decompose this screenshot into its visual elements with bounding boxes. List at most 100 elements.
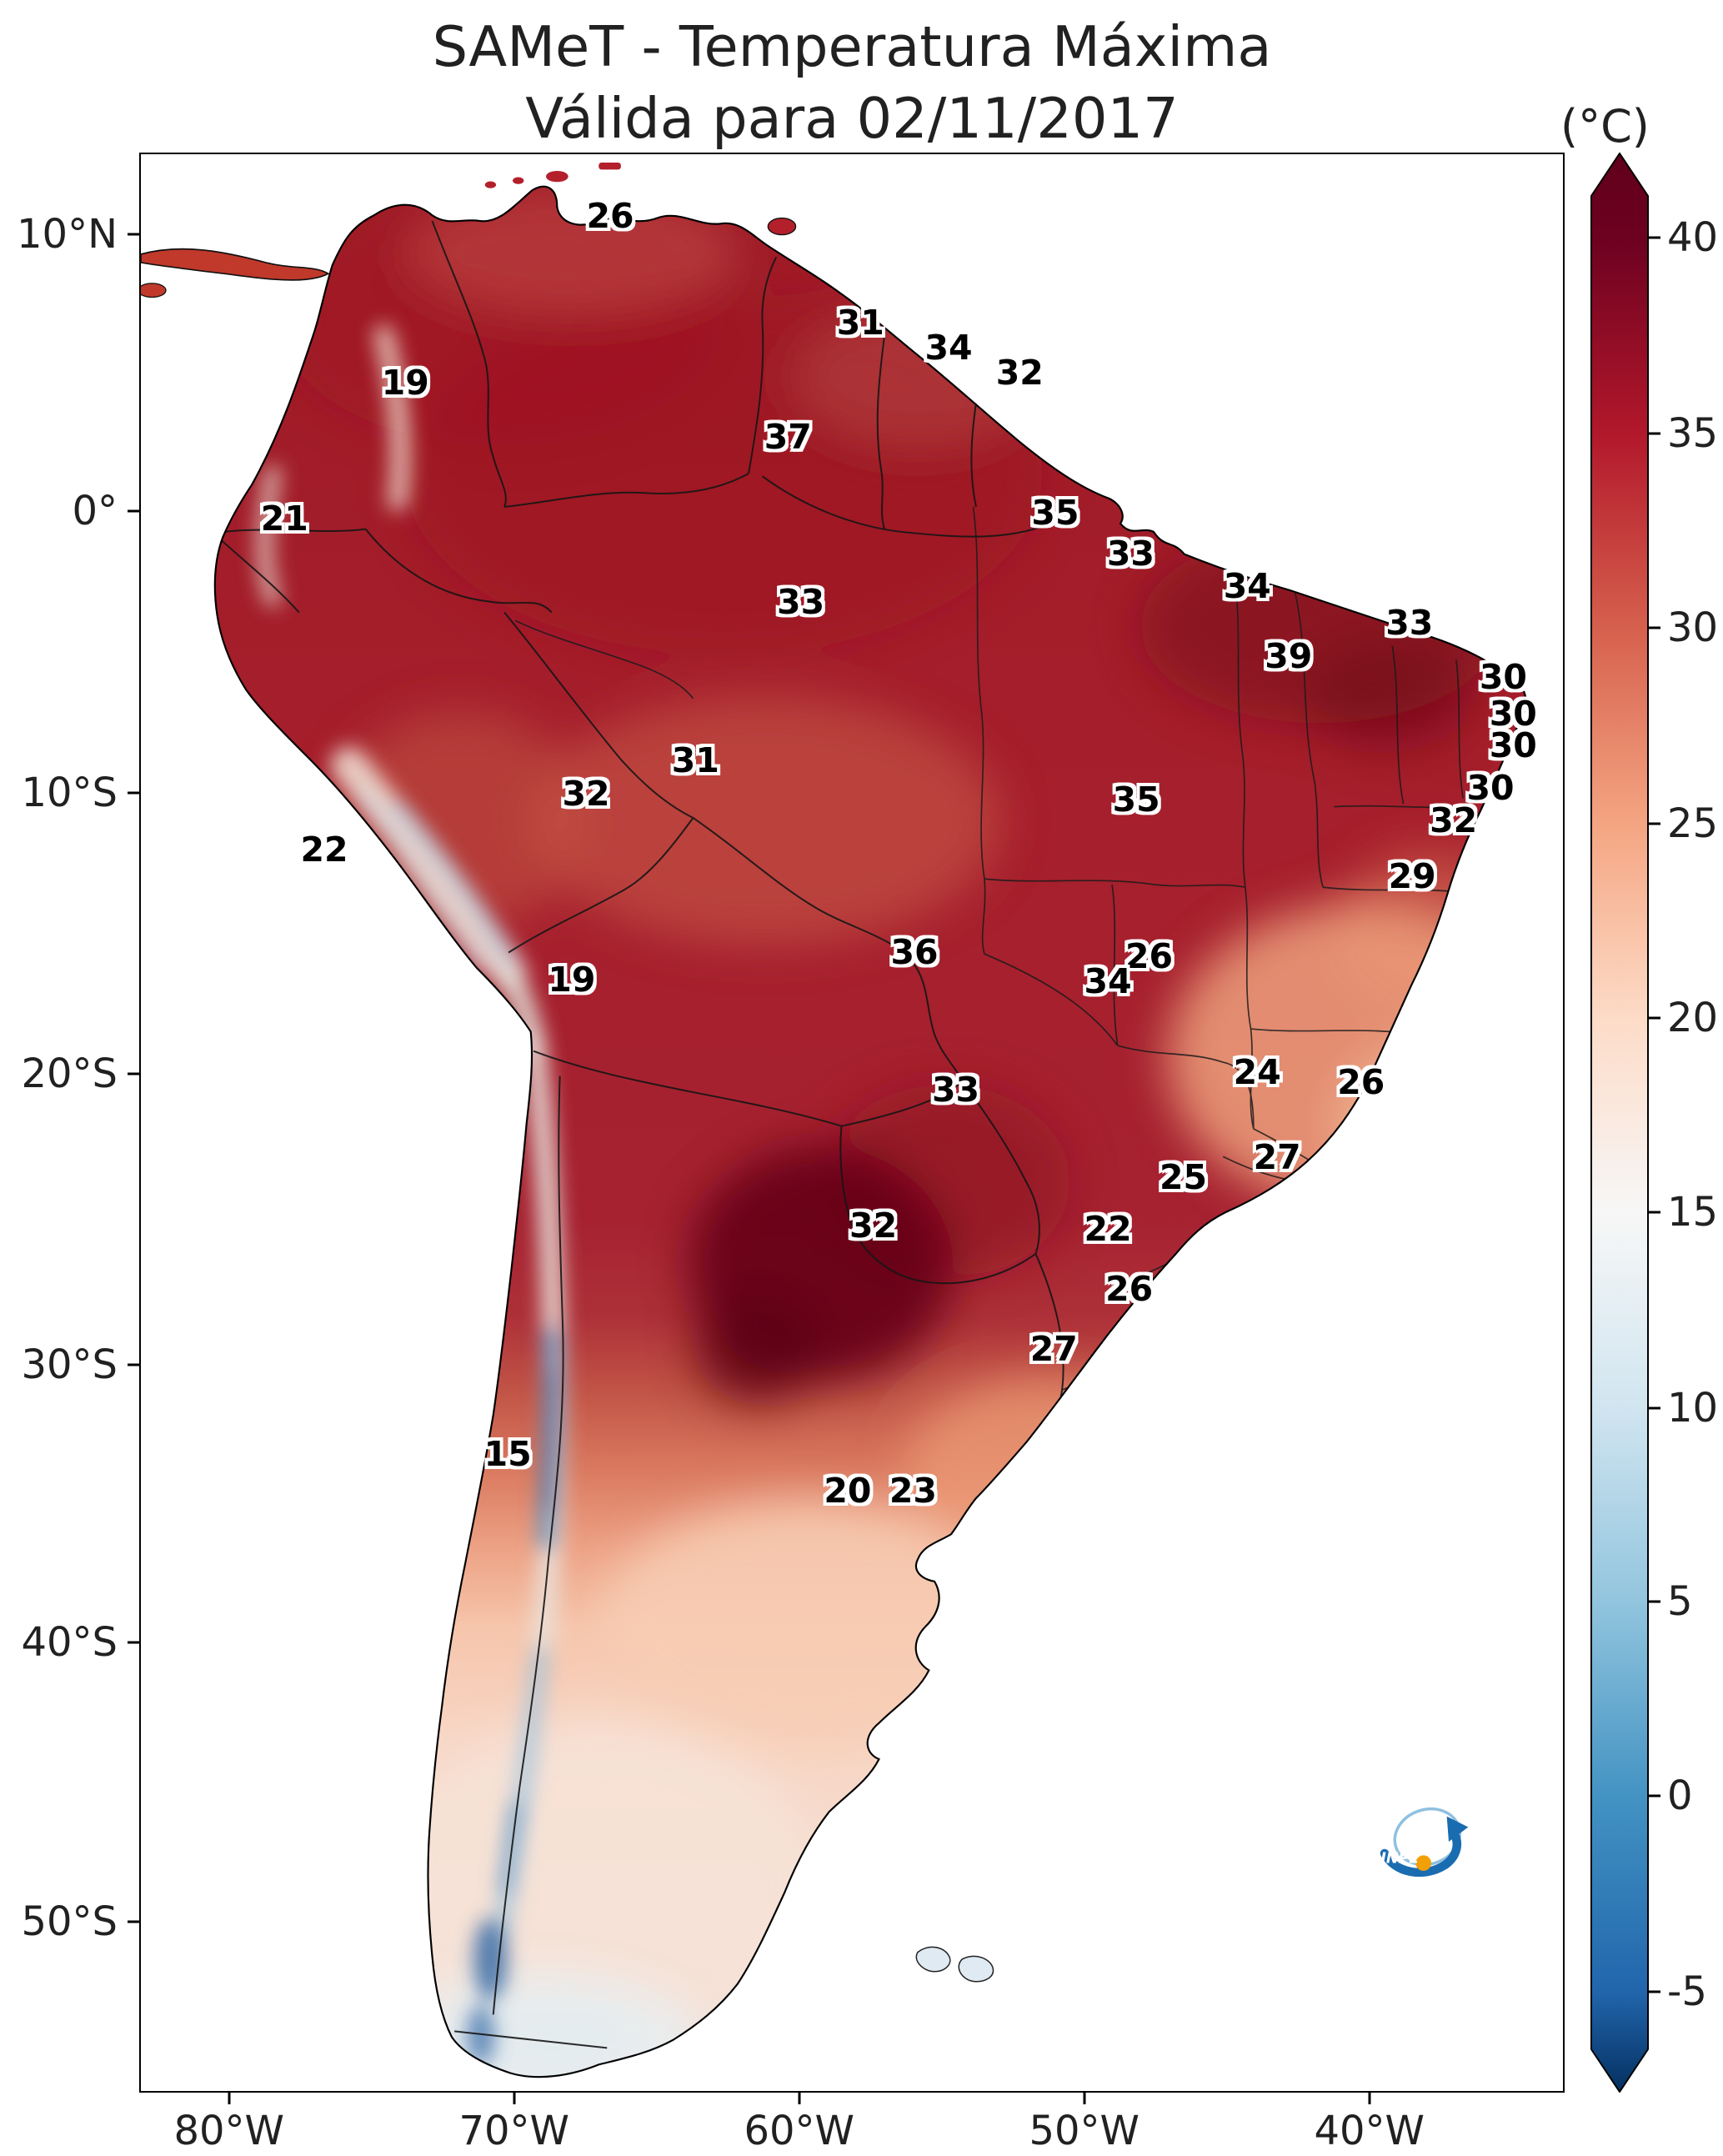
colorbar-tick-label: 20 [1667, 994, 1719, 1041]
y-tick-mark [128, 1072, 139, 1075]
islands [141, 162, 994, 1983]
colorbar-tick-mark [1649, 1794, 1660, 1798]
temperature-label: 33 [1106, 533, 1155, 574]
chart-title: SAMeT - Temperatura Máxima Válida para 0… [139, 12, 1565, 155]
colorbar-tick-label: 0 [1667, 1772, 1693, 1819]
y-tick-label: 10°S [21, 769, 118, 816]
colorbar-tick-label: 10 [1667, 1384, 1719, 1431]
colorbar: 40 35 30 25 20 15 10 5 0 -5 [1590, 153, 1718, 2093]
y-tick-label: 10°N [17, 210, 118, 258]
x-tick-label: 50°W [1029, 2108, 1139, 2154]
inpe-logo: INPE [1380, 1808, 1469, 1878]
inpe-logo-text: INPE [1380, 1851, 1419, 1868]
temperature-label: 35 [1112, 779, 1160, 820]
colorbar-tick-label: -5 [1667, 1968, 1707, 2015]
temperature-label: 25 [1159, 1156, 1208, 1197]
temperature-label: 36 [890, 932, 939, 973]
temperature-label: 30 [1466, 767, 1515, 808]
colorbar-ticks: 40 35 30 25 20 15 10 5 0 -5 [1649, 153, 1723, 2093]
temperature-label: 23 [889, 1470, 937, 1511]
map-plot-area: 26 31 34 32 19 37 21 35 33 34 33 33 39 30 30 30 31 30 32 35… [139, 153, 1565, 2093]
temperature-label: 32 [1430, 800, 1478, 841]
temperature-label: 20 [824, 1470, 872, 1511]
temperature-label: 30 [1479, 657, 1527, 698]
temperature-label: 26 [586, 196, 634, 237]
colorbar-tick-mark [1649, 1016, 1660, 1020]
temperature-label: 26 [1105, 1269, 1154, 1310]
country-borders [220, 220, 1064, 2049]
temperature-label: 31 [836, 303, 884, 343]
x-tick-mark [1083, 2093, 1086, 2104]
y-tick-label: 30°S [21, 1341, 118, 1389]
temperature-label: 29 [1388, 856, 1436, 897]
temperature-label: 39 [1265, 635, 1313, 676]
colorbar-tick-mark [1649, 626, 1660, 629]
x-axis: 80°W 70°W 60°W 50°W 40°W [139, 2093, 1565, 2156]
inpe-arrow [1380, 1828, 1462, 1878]
temperature-label: 34 [924, 328, 973, 369]
temperature-label: 26 [1337, 1061, 1385, 1102]
inpe-satellite-dot [1415, 1855, 1431, 1871]
temperature-label: 15 [483, 1433, 532, 1474]
temperature-label: 35 [1031, 492, 1079, 533]
colorbar-tick-mark [1649, 1600, 1660, 1603]
temperature-label: 21 [260, 498, 308, 539]
temperature-label: 31 [671, 740, 719, 781]
x-tick-mark [1368, 2093, 1371, 2104]
x-tick-label: 80°W [173, 2108, 284, 2154]
temperature-label: 37 [764, 417, 812, 458]
colorbar-tick-mark [1649, 432, 1660, 435]
colorbar-tick-label: 15 [1667, 1188, 1719, 1236]
colorbar-tick-mark [1649, 1406, 1660, 1410]
temperature-label: 30 [1489, 725, 1537, 765]
y-axis: 10°N 0° 10°S 20°S 30°S 40°S 50°S [0, 153, 139, 2093]
temperature-label: 19 [548, 959, 596, 1000]
temperature-label: 32 [562, 773, 610, 814]
x-tick-label: 60°W [744, 2108, 854, 2154]
y-tick-label: 40°S [21, 1619, 118, 1667]
x-tick-mark [513, 2093, 516, 2104]
temperature-label: 27 [1253, 1137, 1301, 1178]
colorbar-tick-label: 40 [1667, 214, 1719, 262]
temperature-label: 30 [1489, 694, 1537, 735]
temperature-label: 22 [1084, 1209, 1132, 1250]
temperature-label: 33 [1385, 603, 1434, 644]
y-tick-label: 0° [72, 488, 118, 535]
y-tick-mark [128, 791, 139, 795]
temperature-label: 19 [381, 363, 429, 404]
y-tick-mark [128, 1363, 139, 1366]
temperature-labels-layer: 26 31 34 32 19 37 21 35 33 34 33 33 39 30 30 30 31 30 32 35… [141, 154, 1563, 2091]
colorbar-tick-label: 35 [1667, 410, 1719, 458]
coastline [213, 185, 1527, 2078]
colorbar-tick-mark [1649, 1211, 1660, 1214]
temperature-label: 22 [300, 829, 348, 870]
colorbar-tick-label: 25 [1667, 800, 1719, 848]
colorbar-tick-label: 5 [1667, 1578, 1693, 1626]
temperature-label: 32 [995, 353, 1044, 394]
colorbar-tick-mark [1649, 1990, 1660, 1993]
x-tick-label: 70°W [458, 2108, 569, 2154]
temperature-label: 32 [849, 1205, 898, 1246]
temperature-label: 24 [1233, 1052, 1281, 1093]
temperature-label: 26 [1125, 935, 1174, 976]
chart-title-line1: SAMeT - Temperatura Máxima [432, 14, 1272, 79]
colorbar-tick-mark [1649, 822, 1660, 825]
temperature-label: 33 [932, 1070, 980, 1110]
colorbar-tick-label: 30 [1667, 604, 1719, 652]
y-tick-mark [128, 1920, 139, 1923]
y-tick-mark [128, 1641, 139, 1644]
y-tick-mark [128, 233, 139, 236]
chart-title-line2: Válida para 02/11/2017 [525, 85, 1179, 151]
x-tick-mark [798, 2093, 801, 2104]
y-tick-label: 20°S [21, 1050, 118, 1098]
y-tick-mark [128, 509, 139, 513]
colorbar-unit-label: (°C) [1560, 100, 1650, 153]
colorbar-tick-mark [1649, 236, 1660, 239]
x-tick-mark [228, 2093, 231, 2104]
y-tick-label: 50°S [21, 1898, 118, 1946]
temperature-label: 34 [1084, 960, 1132, 1001]
temperature-label: 34 [1223, 566, 1271, 607]
south-america-map [141, 162, 1527, 2078]
temperature-label: 27 [1029, 1329, 1078, 1370]
